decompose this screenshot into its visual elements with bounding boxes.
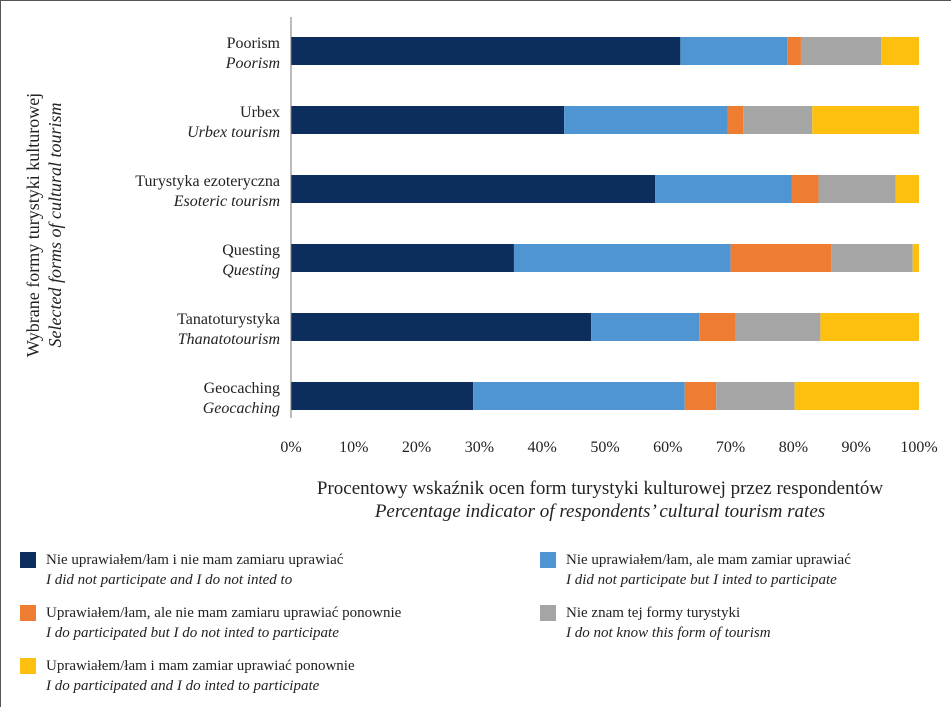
frame-left-border xyxy=(0,0,1,707)
bar-segment-5-series-4 xyxy=(734,313,821,341)
category-label-english: Thanatotourism xyxy=(178,331,280,348)
legend-label-polish: Nie uprawiałem/łam, ale mam zamiar upraw… xyxy=(566,552,851,568)
legend-label-polish: Nie znam tej formy turystyki xyxy=(566,605,741,621)
x-axis-title-polish: Procentowy wskaźnik ocen form turystyki … xyxy=(316,478,884,499)
category-label-english: Geocaching xyxy=(203,400,280,417)
legend-label-polish: Uprawiałem/łam i mam zamiar uprawiać pon… xyxy=(46,658,355,674)
bar-segment-6-series-2 xyxy=(473,382,685,410)
bar-segment-6-series-4 xyxy=(716,382,795,410)
legend-label-english: I did not participate but I inted to par… xyxy=(566,572,837,588)
x-tick-label: 40% xyxy=(528,439,557,456)
legend-swatch xyxy=(540,605,556,621)
bar-segment-3-series-4 xyxy=(818,175,896,203)
bar-segment-1-series-1 xyxy=(291,37,681,65)
bar-segment-6-series-1 xyxy=(291,382,474,410)
bar-segment-2-series-2 xyxy=(564,106,728,134)
bar-segment-2-series-3 xyxy=(727,106,744,134)
category-label-polish: Questing xyxy=(222,242,280,259)
bar-segment-3-series-5 xyxy=(895,175,919,203)
bar-segment-6-series-3 xyxy=(684,382,717,410)
x-tick-label: 80% xyxy=(779,439,808,456)
category-label-polish: Geocaching xyxy=(204,380,280,397)
bar-segment-5-series-1 xyxy=(291,313,592,341)
legend-text: Uprawiałem/łam i mam zamiar uprawiać pon… xyxy=(46,656,355,696)
x-tick-label: 0% xyxy=(280,439,301,456)
legend-swatch xyxy=(20,552,36,568)
y-axis-title-polish: Wybrane formy turystyki kulturowej xyxy=(23,93,43,357)
x-tick-label: 60% xyxy=(653,439,682,456)
bar-segment-3-series-1 xyxy=(291,175,656,203)
legend-text: Nie uprawiałem/łam, ale mam zamiar upraw… xyxy=(566,550,851,590)
bar-segment-4-series-3 xyxy=(730,244,832,272)
category-label-polish: Tanatoturystyka xyxy=(177,311,280,328)
category-label-english: Urbex tourism xyxy=(187,124,280,141)
bar-segment-5-series-3 xyxy=(699,313,735,341)
bar-segment-4-series-5 xyxy=(912,244,919,272)
x-tick-label: 100% xyxy=(900,439,937,456)
legend-swatch xyxy=(540,552,556,568)
bar-segment-5-series-2 xyxy=(591,313,700,341)
bar-segment-4-series-2 xyxy=(513,244,731,272)
category-label-polish: Urbex xyxy=(240,104,280,121)
legend-label-english: I do not know this form of tourism xyxy=(566,625,771,641)
x-tick-label: 10% xyxy=(339,439,368,456)
x-tick-label: 50% xyxy=(590,439,619,456)
category-label-polish: Poorism xyxy=(227,35,281,52)
bar-segment-2-series-1 xyxy=(291,106,565,134)
legend-label-polish: Uprawiałem/łam, ale nie mam zamiaru upra… xyxy=(46,605,402,621)
bar-segments xyxy=(291,37,919,410)
bar-segment-4-series-1 xyxy=(291,244,514,272)
x-axis-title-english: Percentage indicator of respondents’ cul… xyxy=(374,501,826,522)
frame-top-border xyxy=(0,0,951,1)
x-tick-labels: 0% 10% 20% 30% 40% 50% 60% 70% 80% 90% 100% xyxy=(280,439,937,456)
x-tick-label: 90% xyxy=(842,439,871,456)
legend-swatch xyxy=(20,658,36,674)
y-axis-title-english: Selected forms of cultural tourism xyxy=(45,103,65,348)
legend-label-english: I do participated but I do not inted to … xyxy=(46,625,339,641)
bar-segment-1-series-4 xyxy=(800,37,882,65)
bar-segment-3-series-3 xyxy=(791,175,819,203)
bar-segment-1-series-5 xyxy=(881,37,919,65)
legend-swatch xyxy=(20,605,36,621)
bar-segment-4-series-4 xyxy=(831,244,913,272)
bar-segment-1-series-2 xyxy=(680,37,788,65)
legend-text: Uprawiałem/łam, ale nie mam zamiaru upra… xyxy=(46,603,401,643)
legend-text: Nie uprawiałem/łam i nie mam zamiaru upr… xyxy=(46,550,343,590)
legend-text: Nie znam tej formy turystyki I do not kno… xyxy=(566,603,771,643)
bar-segment-3-series-2 xyxy=(655,175,792,203)
bar-segment-1-series-3 xyxy=(787,37,801,65)
x-tick-label: 30% xyxy=(465,439,494,456)
bar-segment-2-series-5 xyxy=(812,106,919,134)
category-label-polish: Turystyka ezoteryczna xyxy=(135,173,280,190)
category-label-english: Poorism xyxy=(225,55,280,72)
bar-segment-2-series-4 xyxy=(743,106,813,134)
x-tick-label: 70% xyxy=(716,439,745,456)
x-tick-label: 20% xyxy=(402,439,431,456)
category-labels: Poorism Poorism Urbex Urbex tourism Turystyk… xyxy=(135,35,280,417)
bar-segment-6-series-5 xyxy=(794,382,919,410)
legend-label-english: I did not participate and I do not inted… xyxy=(46,572,293,588)
category-label-english: Esoteric tourism xyxy=(173,193,280,210)
bar-chart: Wybrane formy turystyki kulturowej Selec… xyxy=(23,17,938,456)
category-label-english: Questing xyxy=(222,262,280,279)
bar-segment-5-series-5 xyxy=(820,313,919,341)
legend-label-polish: Nie uprawiałem/łam i nie mam zamiaru upr… xyxy=(46,552,344,568)
legend-label-english: I do participated and I do inted to part… xyxy=(46,678,320,694)
